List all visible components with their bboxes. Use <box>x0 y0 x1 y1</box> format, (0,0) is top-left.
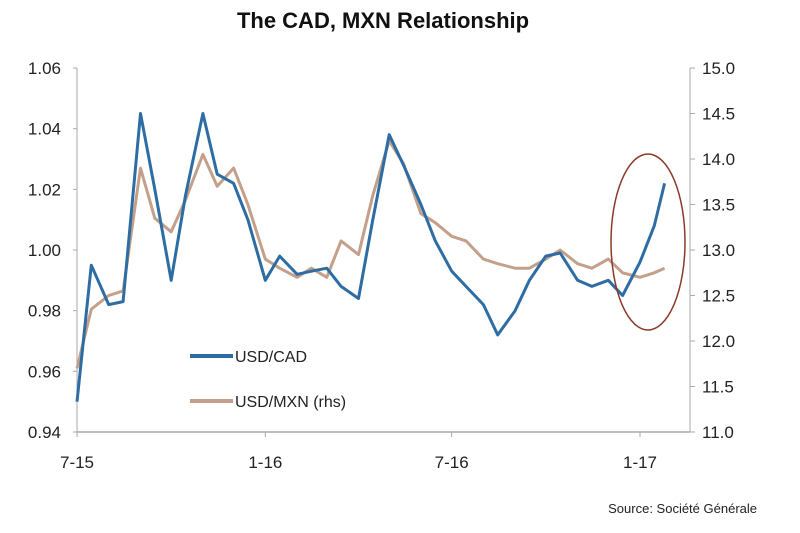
highlight-ellipse <box>610 153 686 331</box>
left-tick-label: 1.04 <box>28 120 61 139</box>
left-tick-label: 0.96 <box>28 362 61 381</box>
series-line-usd-cad <box>75 112 667 402</box>
left-tick-label: 1.06 <box>28 59 61 78</box>
right-tick-label: 12.0 <box>702 332 735 351</box>
left-tick-label: 0.94 <box>28 423 61 442</box>
legend-label: USD/MXN (rhs) <box>235 394 346 411</box>
right-tick-label: 14.5 <box>702 105 735 124</box>
right-tick-label: 11.0 <box>702 423 734 442</box>
right-tick-label: 14.0 <box>702 150 735 169</box>
x-tick-label: 1-16 <box>248 453 282 472</box>
legend-label: USD/CAD <box>235 349 307 366</box>
right-tick-label: 11.5 <box>702 378 734 397</box>
left-tick-label: 1.00 <box>28 241 61 260</box>
left-tick-label: 1.02 <box>28 180 61 199</box>
series-line-usd-mxn <box>75 139 666 369</box>
source-note: Source: Société Générale <box>608 501 757 516</box>
right-tick-label: 13.0 <box>702 241 735 260</box>
right-tick-label: 15.0 <box>702 59 735 78</box>
x-tick-label: 7-15 <box>60 453 94 472</box>
x-tick-label: 1-17 <box>623 453 657 472</box>
x-tick-label: 7-16 <box>435 453 469 472</box>
right-tick-label: 13.5 <box>702 196 735 215</box>
right-tick-label: 12.5 <box>702 287 735 306</box>
chart-title: The CAD, MXN Relationship <box>237 8 529 33</box>
left-tick-label: 0.98 <box>28 302 61 321</box>
